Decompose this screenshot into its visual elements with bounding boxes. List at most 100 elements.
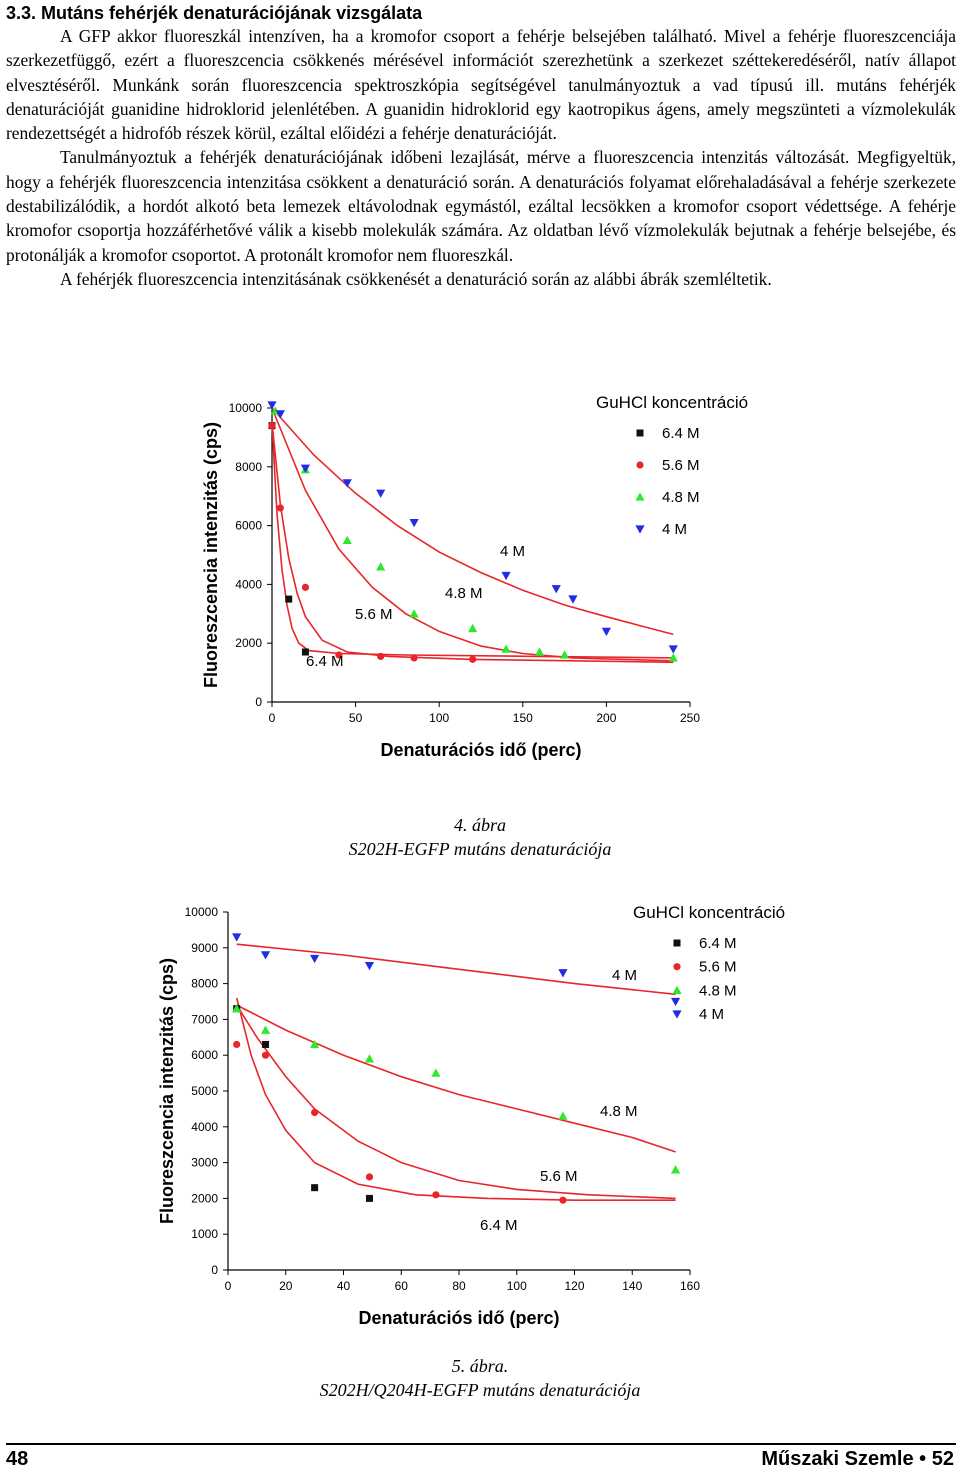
curve-label: 5.6 M: [355, 606, 393, 623]
legend-marker: [636, 429, 644, 437]
x-tick-label: 60: [395, 1279, 409, 1293]
y-tick-label: 2000: [235, 636, 262, 650]
data-point: [311, 1184, 319, 1192]
legend-entry: 4 M: [662, 521, 687, 538]
x-axis-label: Denaturációs idő (perc): [380, 740, 581, 760]
series-4M: [267, 401, 678, 654]
data-point: [285, 595, 293, 603]
curve-label: 4 M: [612, 967, 637, 984]
legend-title: GuHCl koncentráció: [596, 393, 748, 412]
x-tick-label: 0: [269, 711, 276, 725]
curve-label: 4.8 M: [600, 1103, 638, 1120]
x-tick-label: 120: [564, 1279, 584, 1293]
data-point: [275, 410, 285, 419]
footer-bullet: •: [919, 1448, 927, 1470]
data-point: [670, 1165, 681, 1174]
legend-marker: [635, 492, 645, 501]
y-tick-label: 0: [211, 1263, 218, 1277]
fit-curve-4M: [271, 407, 674, 636]
paragraph-3: A fehérjék fluoreszcencia intenzitásának…: [60, 268, 772, 289]
data-point: [268, 422, 276, 430]
x-tick-label: 250: [680, 711, 700, 725]
section-heading: 3.3. Mutáns fehérjék denaturációjának vi…: [6, 3, 423, 23]
data-point: [668, 653, 678, 662]
y-tick-label: 4000: [235, 577, 262, 591]
footer-page-number-left: 48: [6, 1448, 29, 1470]
data-point: [232, 933, 242, 942]
curve-label: 4 M: [500, 543, 525, 560]
curve-label: 6.4 M: [480, 1217, 518, 1234]
y-tick-label: 10000: [229, 401, 263, 415]
series-64M: [233, 1005, 373, 1202]
figure-5-chart: 0 20 40 60 80 100 120 140 160 0 1000 2000 3000 4000 50…: [157, 903, 785, 1328]
data-point: [410, 654, 418, 662]
data-point: [301, 648, 309, 656]
data-point: [469, 655, 477, 663]
x-tick-label: 160: [680, 1279, 700, 1293]
data-point: [310, 1039, 320, 1049]
data-point: [377, 652, 385, 661]
figure-4-chart: 0 50 100 150 200 250 0 2000 4000 6000 8000 10000 Den…: [201, 393, 748, 760]
x-tick-label: 80: [452, 1279, 466, 1293]
data-point: [568, 595, 578, 604]
figure-5-title: S202H/Q204H-EGFP mutáns denaturációja: [319, 1380, 641, 1400]
y-tick-label: 5000: [191, 1084, 218, 1098]
figure-4-number: 4. ábra: [453, 815, 506, 835]
data-point: [501, 644, 511, 653]
x-tick-label: 100: [429, 711, 449, 725]
fit-curve-64M: [271, 422, 674, 659]
data-point: [534, 647, 545, 656]
data-point: [601, 627, 611, 637]
series-48M: [232, 1004, 681, 1174]
y-tick-label: 6000: [191, 1048, 218, 1062]
x-tick-label: 50: [349, 711, 363, 725]
data-point: [342, 535, 352, 544]
legend-entry: 5.6 M: [699, 959, 737, 976]
data-point: [335, 651, 343, 659]
data-point: [364, 1054, 375, 1063]
y-tick-label: 8000: [235, 460, 262, 474]
data-point: [300, 464, 311, 473]
data-point: [301, 583, 310, 591]
y-tick-label: 4000: [191, 1120, 218, 1134]
paragraph-1: A GFP akkor fluoreszkál intenzíven, ha a…: [6, 26, 956, 144]
data-point: [311, 1108, 319, 1117]
data-point: [558, 969, 568, 978]
data-point: [468, 623, 478, 633]
legend-marker: [673, 963, 681, 971]
y-tick-label: 1000: [191, 1227, 218, 1241]
series-48M: [270, 406, 678, 662]
data-point: [376, 562, 386, 571]
data-point: [365, 1194, 373, 1202]
y-tick-label: 10000: [185, 905, 219, 919]
fit-curve-56M: [236, 1004, 676, 1200]
legend-marker: [636, 461, 644, 469]
y-tick-label: 6000: [235, 519, 262, 533]
y-axis-label: Fluoreszcencia intenzitás (cps): [157, 958, 177, 1224]
data-point: [261, 1051, 270, 1059]
legend-marker: [673, 939, 681, 947]
data-point: [409, 609, 419, 618]
y-tick-label: 3000: [191, 1156, 218, 1170]
legend-marker: [672, 1010, 682, 1019]
curve-label: 6.4 M: [306, 653, 344, 670]
data-point: [232, 1004, 242, 1013]
legend-title: GuHCl koncentráció: [633, 903, 785, 922]
data-point: [365, 1173, 374, 1181]
x-tick-label: 200: [596, 711, 616, 725]
y-axis-label: Fluoreszcencia intenzitás (cps): [201, 422, 221, 688]
series-56M: [268, 422, 477, 663]
x-tick-label: 150: [513, 711, 533, 725]
data-point: [409, 518, 419, 528]
x-tick-label: 0: [225, 1279, 232, 1293]
data-point: [364, 962, 375, 971]
curve-label: 5.6 M: [540, 1168, 578, 1185]
series-4M: [232, 933, 681, 1007]
paragraph-2: Tanulmányoztuk a fehérjék denaturációján…: [6, 147, 956, 265]
data-point: [262, 1040, 270, 1048]
data-point: [376, 489, 386, 498]
figure-4-title: S202H-EGFP mutáns denaturációja: [348, 839, 612, 859]
x-axis-label: Denaturációs idő (perc): [358, 1308, 559, 1328]
figure-5-number: 5. ábra.: [451, 1356, 509, 1376]
fit-curve-48M: [236, 1004, 676, 1153]
